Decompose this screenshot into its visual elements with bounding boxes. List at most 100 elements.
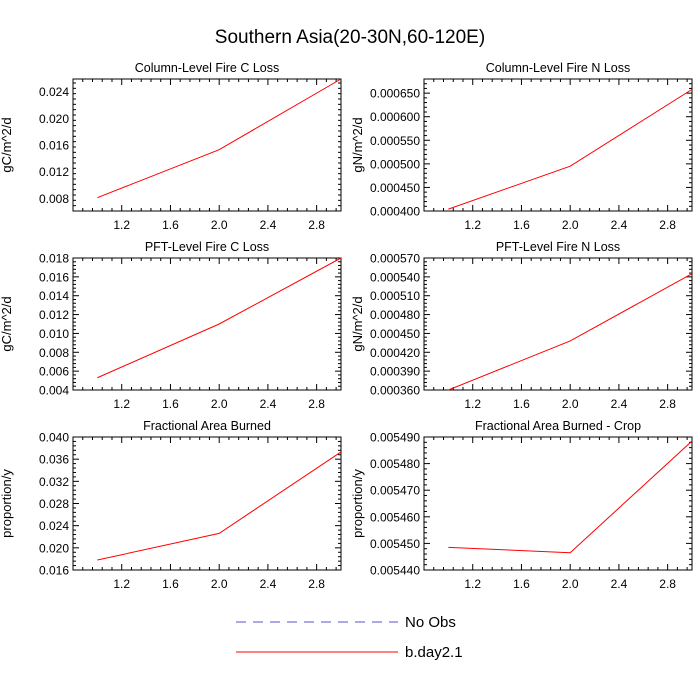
plot-frame [72, 78, 342, 212]
y-tick-label: 0.020 [39, 541, 69, 555]
y-tick-label: 0.004 [39, 384, 69, 398]
x-tick-label: 1.6 [162, 577, 179, 591]
y-tick-label: 0.000390 [370, 365, 420, 379]
chart-title: PFT-Level Fire N Loss [496, 240, 620, 254]
x-tick-label: 1.6 [162, 397, 179, 411]
legend-label: b.day2.1 [405, 644, 463, 661]
x-tick-label: 2.8 [308, 397, 325, 411]
y-tick-label: 0.000450 [370, 327, 420, 341]
chart-panel: 1.2 1.6 2.0 2.4 2.8 0.005440 0.005450 0.005460 0… [350, 419, 693, 591]
y-tick-label: 0.024 [39, 519, 69, 533]
y-tick-label: 0.008 [39, 346, 69, 360]
y-tick-label: 0.012 [39, 308, 69, 322]
y-tick-label: 0.012 [39, 165, 69, 179]
chart-title: PFT-Level Fire C Loss [145, 240, 269, 254]
series-line [97, 78, 342, 199]
x-tick-label: 1.6 [513, 218, 530, 232]
series-line [97, 451, 342, 561]
y-tick-label: 0.036 [39, 453, 69, 467]
x-tick-label: 2.0 [211, 218, 228, 232]
x-tick-label: 2.8 [659, 577, 676, 591]
x-tick-label: 1.6 [513, 397, 530, 411]
y-tick-label: 0.000400 [370, 205, 420, 219]
x-tick-label: 2.4 [260, 577, 277, 591]
y-tick-label: 0.000600 [370, 110, 420, 124]
y-tick-label: 0.016 [39, 139, 69, 153]
y-tick-label: 0.000450 [370, 181, 420, 195]
y-tick-label: 0.010 [39, 327, 69, 341]
chart-panel: 1.2 1.6 2.0 2.4 2.8 0.016 0.020 0.024 0.028 0.032… [0, 419, 342, 591]
x-tick-label: 1.6 [162, 218, 179, 232]
y-tick-label: 0.028 [39, 497, 69, 511]
y-tick-label: 0.020 [39, 112, 69, 126]
y-tick-label: 0.000500 [370, 157, 420, 171]
y-tick-label: 0.024 [39, 85, 69, 99]
y-tick-label: 0.008 [39, 192, 69, 206]
chart-panel: 1.2 1.6 2.0 2.4 2.8 0.004 0.006 0.008 0.010 0.012… [0, 240, 342, 411]
y-tick-label: 0.005460 [370, 510, 420, 524]
x-tick-label: 2.0 [562, 577, 579, 591]
y-tick-label: 0.000420 [370, 346, 420, 360]
y-tick-label: 0.016 [39, 564, 69, 578]
x-tick-label: 2.8 [659, 397, 676, 411]
y-tick-label: 0.014 [39, 289, 69, 303]
chart-title: Fractional Area Burned [143, 419, 271, 433]
y-tick-label: 0.006 [39, 365, 69, 379]
x-tick-label: 2.4 [611, 218, 628, 232]
series-line [448, 273, 693, 391]
legend: No Obs b.day2.1 [236, 614, 463, 661]
y-tick-label: 0.018 [39, 252, 69, 266]
x-tick-label: 2.0 [211, 577, 228, 591]
chart-panel: 1.2 1.6 2.0 2.4 2.8 0.000360 0.000390 0.000420 0… [350, 240, 693, 411]
x-tick-label: 2.8 [308, 218, 325, 232]
x-tick-label: 1.2 [113, 218, 130, 232]
series-line [97, 257, 342, 379]
x-tick-label: 2.4 [260, 218, 277, 232]
y-tick-label: 0.005480 [370, 457, 420, 471]
x-tick-label: 2.8 [308, 577, 325, 591]
y-tick-label: 0.005440 [370, 564, 420, 578]
plot-frame [72, 436, 342, 571]
x-tick-label: 2.8 [659, 218, 676, 232]
y-tick-label: 0.005490 [370, 431, 420, 445]
x-tick-label: 1.2 [464, 577, 481, 591]
chart-panel: 1.2 1.6 2.0 2.4 2.8 0.000400 0.000450 0.000500 0… [350, 61, 693, 232]
plot-frame [423, 78, 693, 212]
y-tick-label: 0.000540 [370, 270, 420, 284]
x-tick-label: 1.2 [113, 397, 130, 411]
series-line [448, 440, 693, 554]
x-tick-label: 1.2 [464, 218, 481, 232]
x-tick-label: 2.4 [260, 397, 277, 411]
y-tick-label: 0.032 [39, 475, 69, 489]
y-axis-label: gN/m^2/d [350, 296, 365, 351]
y-tick-label: 0.000650 [370, 87, 420, 101]
y-tick-label: 0.000510 [370, 289, 420, 303]
x-tick-label: 1.6 [513, 577, 530, 591]
y-tick-label: 0.000570 [370, 252, 420, 266]
y-tick-label: 0.016 [39, 270, 69, 284]
series-line [448, 88, 693, 210]
y-axis-label: gC/m^2/d [0, 117, 14, 172]
x-tick-label: 2.4 [611, 397, 628, 411]
y-tick-label: 0.000480 [370, 308, 420, 322]
y-tick-label: 0.040 [39, 431, 69, 445]
x-tick-label: 1.2 [113, 577, 130, 591]
chart-panel: 1.2 1.6 2.0 2.4 2.8 0.008 0.012 0.016 0.020 0.024… [0, 61, 342, 232]
chart-title: Column-Level Fire N Loss [486, 61, 631, 75]
x-tick-label: 2.0 [211, 397, 228, 411]
y-axis-label: proportion/y [0, 469, 14, 538]
plot-frame [72, 257, 342, 391]
plot-frame [423, 257, 693, 391]
y-axis-label: gC/m^2/d [0, 296, 14, 351]
y-axis-label: proportion/y [350, 469, 365, 538]
y-tick-label: 0.000550 [370, 134, 420, 148]
x-tick-label: 2.4 [611, 577, 628, 591]
x-tick-label: 1.2 [464, 397, 481, 411]
x-tick-label: 2.0 [562, 397, 579, 411]
chart-title: Column-Level Fire C Loss [135, 61, 280, 75]
plot-frame [423, 436, 693, 571]
chart-title: Fractional Area Burned - Crop [475, 419, 641, 433]
y-tick-label: 0.000360 [370, 384, 420, 398]
y-tick-label: 0.005470 [370, 484, 420, 498]
